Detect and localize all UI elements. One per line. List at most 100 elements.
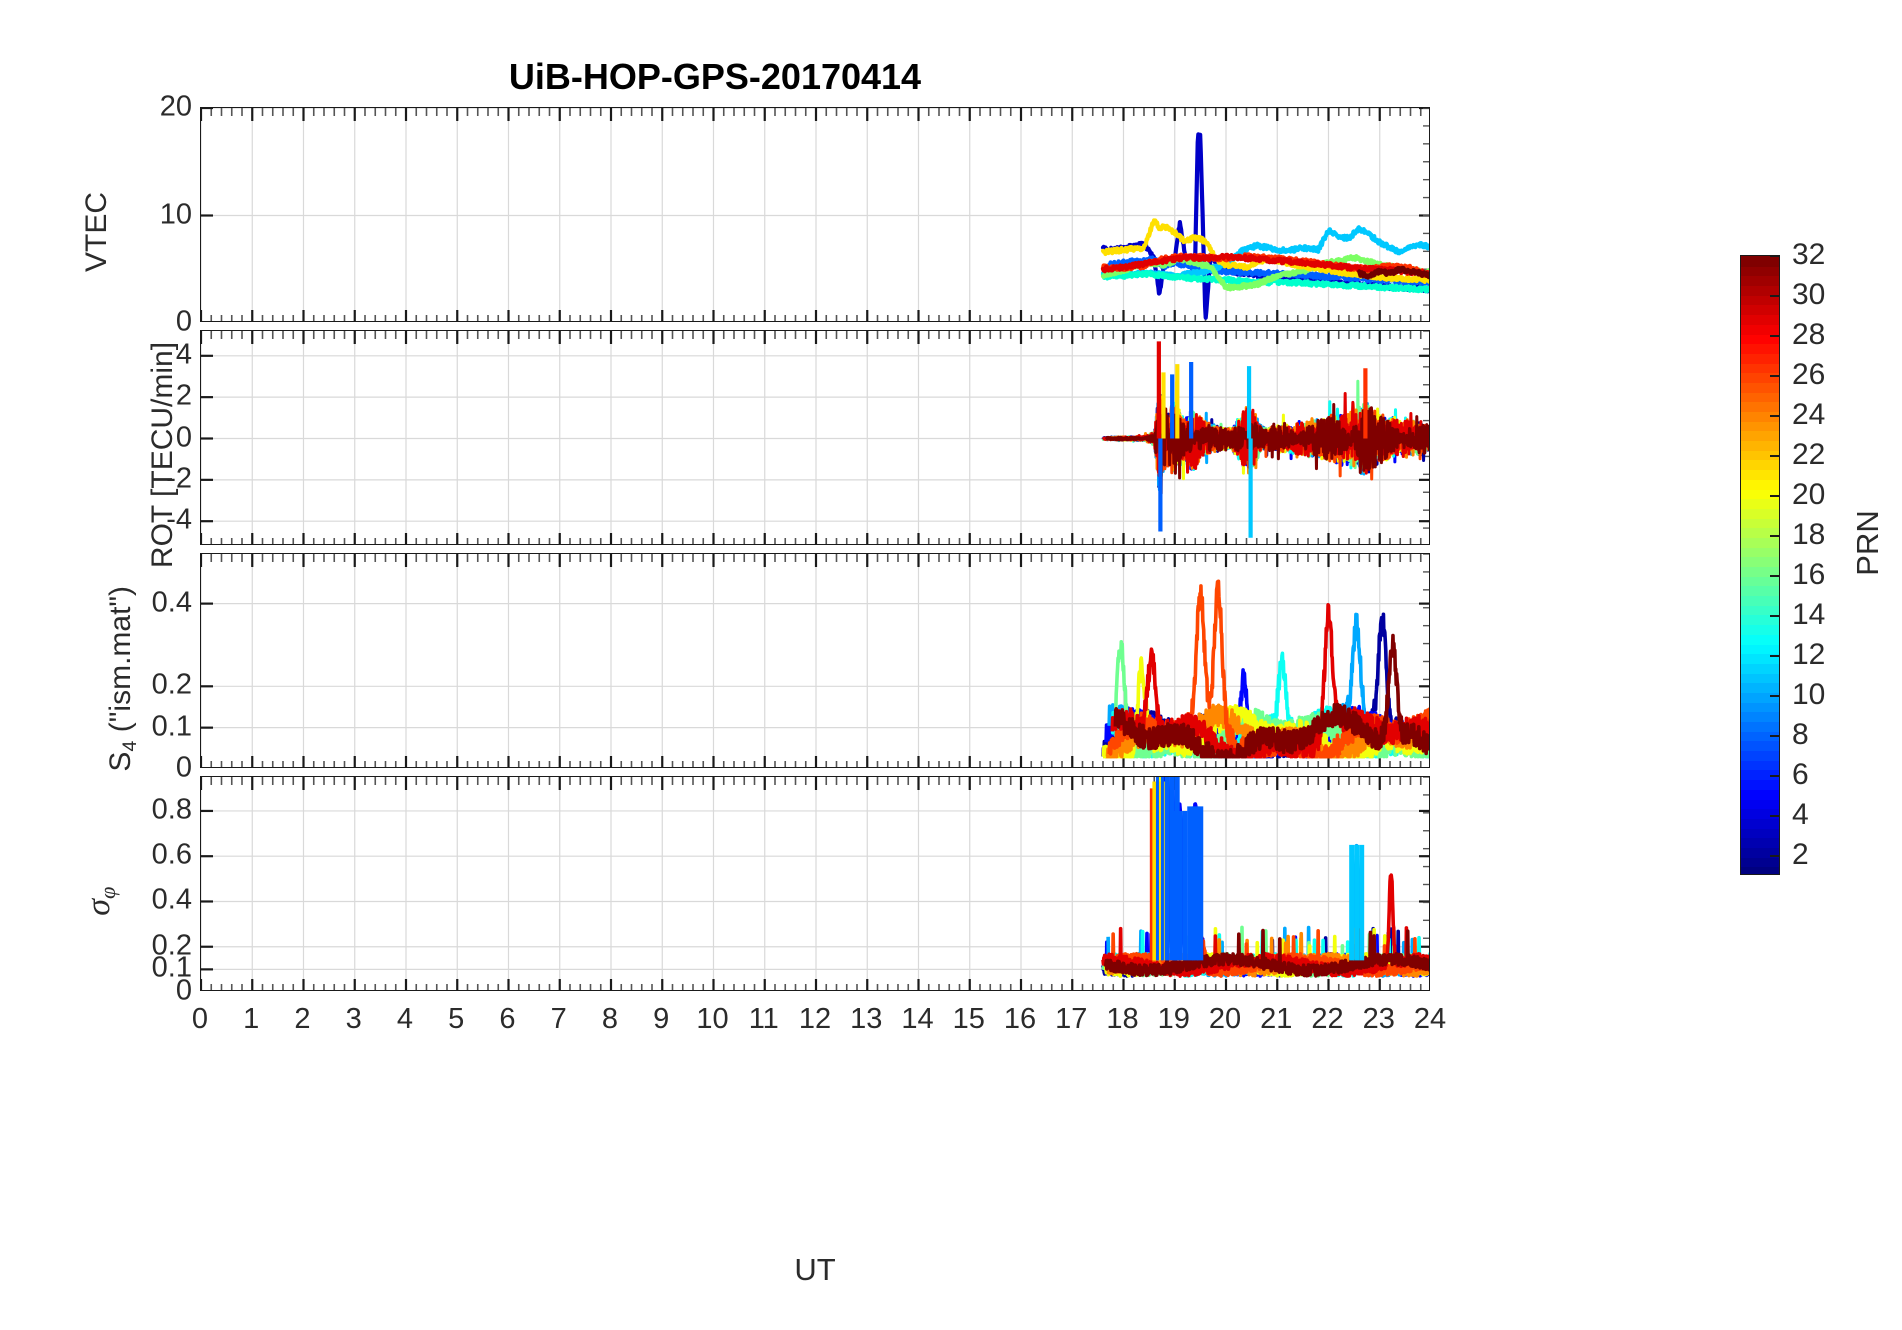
colorbar-segment <box>1741 691 1779 703</box>
y-tick-label: 0.2 <box>151 929 192 962</box>
colorbar-segment <box>1741 866 1779 874</box>
colorbar-tick-label: 24 <box>1792 398 1826 431</box>
x-tick-label: 16 <box>1003 1003 1037 1035</box>
colorbar-title: PRN <box>1850 510 1885 576</box>
colorbar-tick <box>1770 255 1780 257</box>
y-tick-label: 4 <box>175 338 192 371</box>
x-tick-label: 5 <box>448 1003 465 1035</box>
colorbar-segment <box>1741 498 1779 509</box>
colorbar-segment <box>1741 643 1779 655</box>
x-tick-label: 4 <box>396 1003 414 1035</box>
colorbar-tick-label: 20 <box>1792 478 1826 511</box>
vtec-y-axis-label: VTEC <box>80 192 113 273</box>
colorbar-segment <box>1741 721 1779 732</box>
colorbar-tick-label: 26 <box>1792 358 1826 391</box>
colorbar-segment <box>1741 788 1779 800</box>
colorbar-tick-label: 4 <box>1792 798 1809 831</box>
colorbar-segment <box>1741 488 1779 500</box>
x-tick-label: 10 <box>696 1003 729 1035</box>
x-tick-label: 22 <box>1311 1003 1344 1035</box>
s4-plot-area <box>201 554 1429 767</box>
x-tick-label: 23 <box>1362 1003 1395 1035</box>
x-tick-label: 17 <box>1055 1003 1088 1035</box>
colorbar-tick <box>1770 495 1780 497</box>
x-tick-label: 11 <box>748 1003 779 1035</box>
colorbar-segment <box>1741 633 1779 645</box>
colorbar-tick-label: 28 <box>1792 318 1826 351</box>
colorbar-segment <box>1741 285 1779 296</box>
y-tick-label: 0 <box>175 421 192 453</box>
y-tick-label: 0 <box>175 751 192 784</box>
colorbar-segment <box>1741 808 1779 819</box>
y-tick-label: 0.2 <box>151 668 192 701</box>
x-axis-title: UT <box>794 1252 836 1287</box>
colorbar-segment <box>1741 333 1779 345</box>
colorbar-segment <box>1741 856 1779 868</box>
colorbar-tick-label: 14 <box>1792 598 1826 631</box>
panel-sigma-phi <box>200 776 1430 991</box>
colorbar-segment <box>1741 711 1779 722</box>
x-tick-label: 21 <box>1260 1003 1293 1035</box>
colorbar-tick <box>1770 735 1780 737</box>
colorbar-segment <box>1741 381 1779 393</box>
colorbar-tick <box>1770 655 1780 657</box>
x-tick-label: 24 <box>1413 1003 1447 1035</box>
colorbar-segment <box>1741 507 1779 519</box>
colorbar-tick <box>1770 375 1780 377</box>
colorbar-segment <box>1741 817 1779 829</box>
colorbar-segment <box>1741 604 1779 616</box>
x-tick-label: 18 <box>1106 1003 1139 1035</box>
y-tick-label: 0.1 <box>151 710 192 743</box>
sigma-phi-trace-prn-32 <box>1103 928 1429 978</box>
x-tick-label: 8 <box>601 1003 619 1035</box>
x-tick-label: 3 <box>345 1003 362 1035</box>
x-tick-label: 7 <box>550 1003 567 1035</box>
colorbar-tick-label: 12 <box>1792 638 1826 671</box>
s4-trace-prn-32 <box>1113 633 1429 759</box>
colorbar-segment <box>1741 459 1779 471</box>
colorbar-segment <box>1741 614 1779 626</box>
colorbar-tick <box>1770 855 1780 857</box>
x-tick-label: 20 <box>1208 1003 1242 1035</box>
vtec-trace-prn-29 <box>1100 252 1429 278</box>
colorbar-segment <box>1741 662 1779 674</box>
colorbar-segment <box>1741 323 1779 335</box>
y-tick-label: 0.4 <box>151 586 192 619</box>
y-tick-label: -4 <box>166 503 192 536</box>
colorbar-segment <box>1741 265 1779 277</box>
colorbar-segment <box>1741 556 1779 567</box>
y-tick-label: 2 <box>175 379 192 412</box>
sigma-phi-plot-area <box>201 777 1429 990</box>
colorbar-segment <box>1741 575 1779 587</box>
colorbar-segment <box>1741 536 1779 548</box>
vtec-plot-area <box>201 108 1429 321</box>
colorbar-segment <box>1741 701 1779 713</box>
colorbar-segment <box>1741 420 1779 432</box>
colorbar-tick-label: 16 <box>1792 558 1826 591</box>
colorbar-segment <box>1741 372 1779 383</box>
colorbar-tick-label: 6 <box>1792 758 1809 791</box>
colorbar-segment <box>1741 730 1779 742</box>
colorbar-segment <box>1741 256 1779 267</box>
colorbar-tick <box>1770 575 1780 577</box>
colorbar[interactable]: 2 4 6 8 10 12 14 16 18 20 22 24 26 28 30 32 PRN <box>1740 238 1900 875</box>
colorbar-tick-label: 22 <box>1792 438 1826 471</box>
colorbar-segment <box>1741 362 1779 374</box>
panel-s4 <box>200 553 1430 768</box>
y-tick-label: 0.4 <box>151 883 192 916</box>
y-tick-label: -2 <box>166 462 192 495</box>
colorbar-tick-label: 30 <box>1792 278 1826 311</box>
figure-title: UiB-HOP-GPS-20170414 <box>508 56 922 97</box>
colorbar-segment <box>1741 343 1779 354</box>
y-tick-label: 10 <box>159 198 192 230</box>
colorbar-segment <box>1741 837 1779 848</box>
colorbar-segment <box>1741 759 1779 771</box>
colorbar-segment <box>1741 798 1779 810</box>
x-tick-label: 13 <box>850 1003 883 1035</box>
y-tick-label: 0.6 <box>151 838 192 871</box>
x-tick-label: 9 <box>653 1003 670 1035</box>
colorbar-segment <box>1741 440 1779 451</box>
panel-vtec <box>200 107 1430 322</box>
colorbar-tick <box>1770 415 1780 417</box>
